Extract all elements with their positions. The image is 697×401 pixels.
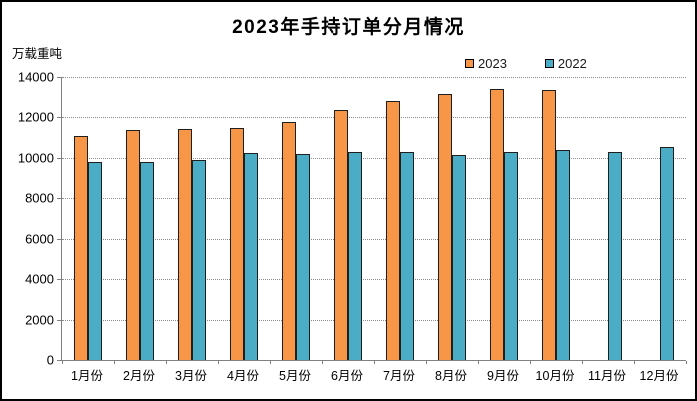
bar-group-6月份 [322,77,374,360]
bars-layer [62,77,686,360]
gridline-10000 [62,157,686,159]
y-tick-mark [57,279,61,281]
bar-group-8月份 [426,77,478,360]
x-tick-label-7月份: 7月份 [383,369,415,383]
x-tick-label-10月份: 10月份 [535,369,575,383]
x-tick-label-5月份: 5月份 [279,369,311,383]
x-tick-mark [62,361,63,364]
y-tick-label: 2000 [25,312,54,328]
x-tick-mark [478,361,479,364]
x-tick-label-3月份: 3月份 [175,369,207,383]
bar-2022-6月份 [348,152,362,360]
x-tick-label-12月份: 12月份 [639,369,679,383]
bar-2023-7月份 [386,101,400,360]
x-tick-label-9月份: 9月份 [487,369,519,383]
bar-2022-10月份 [556,150,570,360]
y-tick-mark [57,238,61,240]
y-tick-mark [57,198,61,200]
bar-group-9月份 [478,77,530,360]
gridline-8000 [62,198,686,200]
x-tick-mark [426,361,427,364]
bar-2022-8月份 [452,154,466,360]
bar-2022-12月份 [660,146,674,360]
gridline-12000 [62,117,686,119]
legend-label-2023: 2023 [478,56,507,71]
gridline-4000 [62,279,686,281]
bar-group-11月份 [582,77,634,360]
y-tick-mark [57,319,61,321]
bar-2023-5月份 [282,121,296,360]
x-tick-mark [686,361,687,364]
y-tick-mark [57,360,61,361]
y-tick-label: 14000 [17,69,54,85]
bar-2022-3月份 [192,160,206,360]
bar-2023-8月份 [438,94,452,360]
x-tick-mark [582,361,583,364]
bar-group-7月份 [374,77,426,360]
x-tick-label-2月份: 2月份 [123,369,155,383]
y-tick-mark [57,117,61,119]
y-tick-label: 6000 [25,231,54,247]
bar-2022-2月份 [140,162,154,360]
x-tick-mark [166,361,167,364]
x-tick-label-11月份: 11月份 [588,369,626,383]
bar-group-4月份 [218,77,270,360]
y-tick-label: 8000 [25,190,54,206]
gridline-6000 [62,238,686,240]
bar-group-5月份 [270,77,322,360]
x-tick-mark [634,361,635,364]
bar-2023-2月份 [126,130,140,360]
x-tick-mark [218,361,219,364]
x-tick-label-4月份: 4月份 [227,369,259,383]
bar-2023-3月份 [178,128,192,360]
legend-swatch-2023 [465,59,474,68]
chart-title: 2023年手持订单分月情况 [232,17,465,38]
bar-2023-6月份 [334,109,348,360]
legend-item-2022: 2022 [544,56,587,71]
gridline-14000 [62,77,686,78]
bar-group-3月份 [166,77,218,360]
legend: 2023 2022 [465,56,587,71]
bar-2023-1月份 [74,135,88,360]
bar-2023-9月份 [490,89,504,360]
x-tick-label-1月份: 1月份 [71,369,103,383]
bar-2022-4月份 [244,152,258,360]
y-tick-label: 0 [46,352,54,368]
bar-group-1月份 [62,77,114,360]
y-tick-label: 12000 [17,109,54,125]
x-tick-mark [374,361,375,364]
y-tick-mark [57,77,61,78]
legend-swatch-2022 [544,59,554,68]
x-tick-mark [530,361,531,364]
bar-2023-4月份 [230,127,244,360]
y-axis-tick-labels: 0 2000 4000 6000 8000 10000 12000 14000 [2,70,54,368]
bar-2022-1月份 [88,161,102,360]
y-axis-unit-label: 万载重吨 [12,47,63,61]
x-tick-mark [114,361,115,364]
y-tick-mark [57,157,61,159]
x-axis-tick-labels: 1月份 2月份 3月份 4月份 5月份 6月份 7月份 8月份 9月份 10月份 11月份 12月份 [61,365,685,384]
legend-label-2022: 2022 [557,56,587,71]
bar-2022-11月份 [608,151,622,360]
x-tick-mark [322,361,323,364]
bar-group-12月份 [634,77,686,360]
y-tick-label: 4000 [25,271,54,287]
bar-group-10月份 [530,77,582,360]
legend-item-2023: 2023 [465,56,507,71]
bar-2022-9月份 [504,152,518,360]
x-tick-label-8月份: 8月份 [435,369,467,383]
x-tick-mark [270,361,271,364]
bar-group-2月份 [114,77,166,360]
gridline-2000 [62,319,686,321]
bar-2023-10月份 [542,89,556,360]
x-tick-label-6月份: 6月份 [331,369,363,383]
y-tick-label: 10000 [17,150,54,166]
plot-area [57,77,687,364]
bar-2022-7月份 [400,152,414,360]
bar-2022-5月份 [296,153,310,360]
